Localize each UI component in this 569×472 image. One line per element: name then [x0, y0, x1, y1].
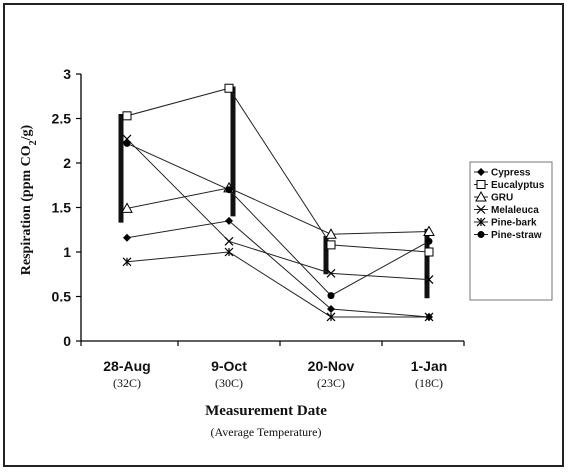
point-pine-bark — [326, 312, 336, 322]
x-axis-title: Measurement Date — [205, 403, 327, 419]
point-eucalyptus — [224, 83, 234, 93]
legend-marker-eucalyptus — [476, 180, 486, 189]
point-eucalyptus — [424, 247, 434, 257]
x-tick-label: 1-Jan — [411, 358, 448, 374]
legend-marker-pine-straw — [477, 231, 485, 238]
legend-label-cypress: Cypress — [491, 168, 531, 179]
legend-label-gru: GRU — [491, 193, 513, 204]
point-pine-bark — [224, 247, 234, 257]
legend-label-pine-straw: Pine-straw — [491, 230, 542, 241]
x-tick-temperature: (32C) — [113, 376, 141, 390]
point-cypress — [327, 304, 335, 313]
point-melaleuca — [224, 236, 234, 246]
y-tick-label: 2.5 — [52, 111, 72, 127]
point-pine-straw — [225, 186, 233, 194]
point-cypress — [225, 216, 233, 225]
y-tick-label: 1 — [63, 244, 71, 260]
legend-marker-gru — [475, 190, 487, 202]
point-pine-straw — [327, 292, 335, 300]
y-tick-label: 3 — [63, 66, 71, 82]
series-line-melaleuca — [126, 138, 430, 281]
point-cypress — [123, 233, 131, 242]
point-pine-straw — [123, 139, 131, 147]
point-eucalyptus — [122, 111, 132, 121]
series-line-eucalyptus — [126, 87, 430, 253]
point-pine-straw — [425, 237, 433, 245]
plot-area: 0 0.5 1 1.5 2 2.5 3 28-Aug (32C) 9-Oct (30C) 20-Nov… — [52, 66, 465, 390]
x-tick-temperature: (18C) — [415, 376, 443, 390]
x-axis-subtitle: (Average Temperature) — [211, 425, 322, 439]
point-gru — [325, 228, 337, 239]
legend-marker-melaleuca — [476, 205, 486, 214]
x-tick-temperature: (23C) — [317, 376, 345, 390]
point-pine-bark — [424, 312, 434, 322]
point-gru — [423, 225, 435, 237]
series-line-pine-straw — [126, 142, 430, 297]
y-tick-label: 2 — [63, 155, 71, 171]
point-melaleuca — [424, 275, 434, 285]
legend-marker-pine-bark — [476, 217, 486, 227]
x-tick-label: 20-Nov — [308, 358, 355, 374]
series-line-pine-bark — [126, 251, 429, 318]
point-gru — [121, 202, 133, 213]
y-tick-label: 0.5 — [52, 289, 72, 305]
y-tick-label: 0 — [63, 333, 71, 349]
legend-label-eucalyptus: Eucalyptus — [491, 180, 545, 191]
y-axis-title: Respiration (ppm CO2/g) — [19, 124, 39, 275]
y-tick-label: 1.5 — [52, 200, 72, 216]
series-line-cypress — [126, 220, 430, 318]
x-tick-label: 9-Oct — [211, 358, 247, 374]
point-melaleuca — [326, 268, 336, 278]
x-tick-temperature: (30C) — [215, 376, 243, 390]
legend-marker-cypress — [477, 168, 485, 176]
x-tick-label: 28-Aug — [103, 358, 150, 374]
series-line-gru — [126, 187, 430, 235]
point-pine-bark — [122, 257, 132, 267]
legend-label-pine-bark: Pine-bark — [491, 218, 537, 229]
point-eucalyptus — [326, 240, 336, 250]
legend-label-melaleuca: Melaleuca — [491, 205, 539, 216]
